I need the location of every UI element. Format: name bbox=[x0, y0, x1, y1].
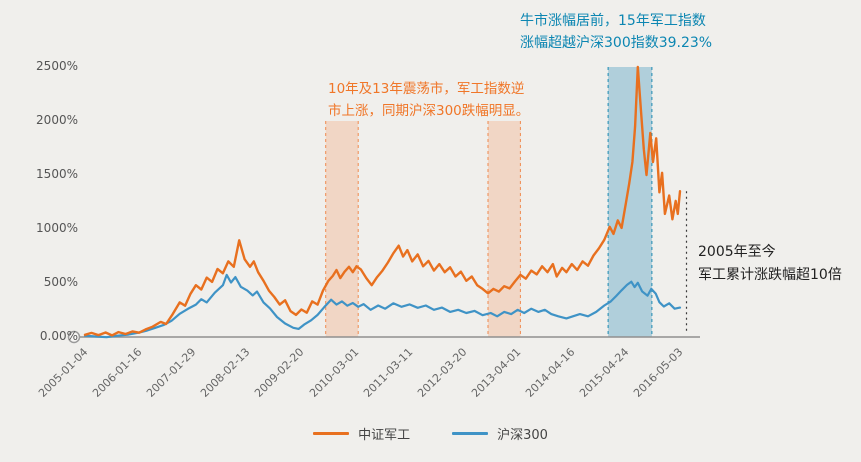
legend-item-zhongzheng-junggong: 中证军工 bbox=[313, 424, 410, 443]
y-tick-label: 0.00% bbox=[39, 329, 78, 343]
y-tick-label: 500% bbox=[43, 275, 78, 289]
axis-origin-marker bbox=[67, 330, 81, 344]
annotation-volatile-line2: 市上涨，同期沪深300跌幅明显。 bbox=[328, 103, 530, 119]
y-tick-label: 1000% bbox=[36, 221, 78, 235]
y-tick-label: 2500% bbox=[36, 59, 78, 73]
legend-swatch-blue bbox=[452, 432, 489, 435]
legend-label-hushen-300: 沪深300 bbox=[497, 428, 548, 443]
legend-label-zhongzheng-junggong: 中证军工 bbox=[358, 428, 411, 443]
series-line-zhongzheng-junggong bbox=[83, 65, 682, 337]
annotation-cumulative-summary: 2005年至今 军工累计涨跌幅超10倍 bbox=[698, 241, 842, 287]
annotation-summary-line1: 2005年至今 bbox=[698, 244, 776, 260]
annotation-volatile-market: 10年及13年震荡市，军工指数逆 市上涨，同期沪深300跌幅明显。 bbox=[328, 78, 529, 122]
annotation-bull-line1: 牛市涨幅居前，15年军工指数 bbox=[520, 13, 706, 29]
legend-item-hushen-300: 沪深300 bbox=[452, 424, 548, 443]
series-line-hushen-300 bbox=[83, 273, 682, 339]
y-tick-label: 2000% bbox=[36, 113, 78, 127]
highlight-band-range-2013 bbox=[487, 121, 521, 337]
legend: 中证军工 沪深300 bbox=[0, 424, 861, 443]
annotation-bull-market: 牛市涨幅居前，15年军工指数 涨幅超越沪深300指数39.23% bbox=[520, 10, 712, 54]
y-tick-label: 1500% bbox=[36, 167, 78, 181]
legend-swatch-orange bbox=[313, 432, 350, 435]
annotation-bull-line2: 涨幅超越沪深300指数39.23% bbox=[520, 35, 713, 51]
annotation-volatile-line1: 10年及13年震荡市，军工指数逆 bbox=[328, 81, 525, 97]
annotation-summary-line2: 军工累计涨跌幅超10倍 bbox=[698, 267, 842, 283]
